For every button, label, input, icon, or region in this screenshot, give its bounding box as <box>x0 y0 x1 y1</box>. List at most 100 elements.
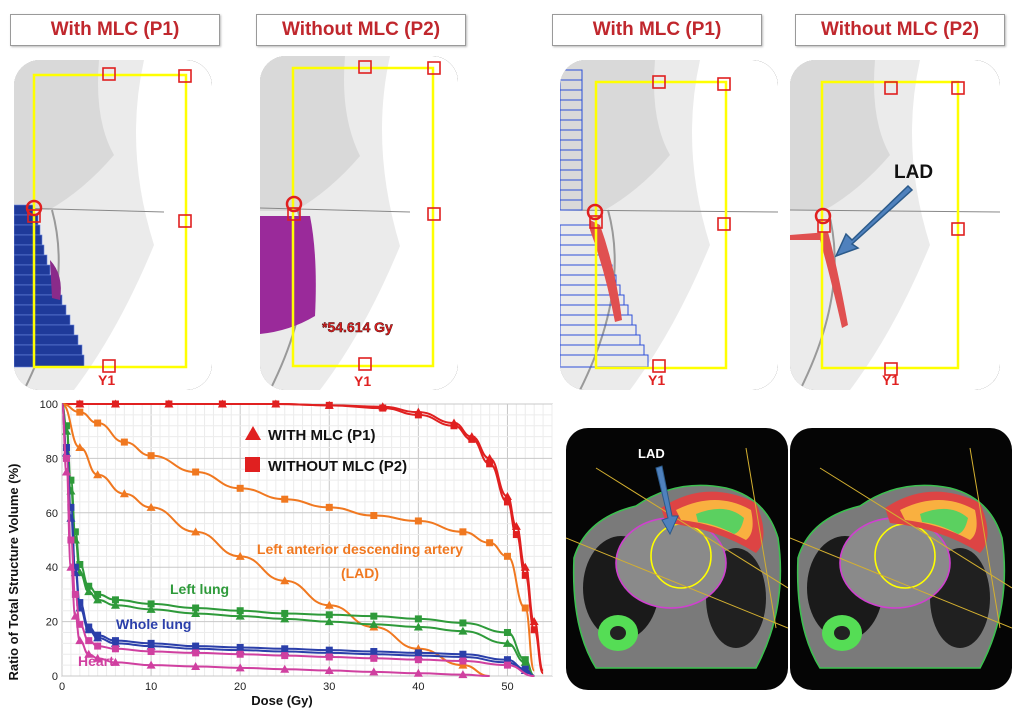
legend-label-p1: WITH MLC (P1) <box>268 427 375 444</box>
bev-image-p2-left: *54.614 Gy Y1 <box>260 56 458 390</box>
data-point-triangle <box>93 470 103 479</box>
data-point-square <box>192 649 200 657</box>
data-point-square <box>325 611 333 619</box>
label-without-mlc-p2-right: Without MLC (P2) <box>795 14 1005 46</box>
data-point-square <box>236 650 244 658</box>
data-point-square <box>94 642 102 650</box>
data-point-square <box>147 648 155 656</box>
legend-label-p2: WITHOUT MLC (P2) <box>268 458 407 475</box>
data-point-square <box>521 604 529 612</box>
jaw-label-y1: Y1 <box>648 372 665 388</box>
data-point-triangle <box>146 604 156 613</box>
x-tick-label: 40 <box>412 681 424 693</box>
data-point-triangle <box>324 617 334 626</box>
data-point-triangle <box>280 664 290 673</box>
x-tick-label: 50 <box>501 681 513 693</box>
data-point-triangle <box>191 608 201 617</box>
data-point-square <box>76 400 84 408</box>
data-point-triangle <box>458 626 468 635</box>
data-point-square <box>325 401 333 409</box>
x-tick-label: 0 <box>59 681 65 693</box>
data-point-triangle <box>413 668 423 677</box>
data-point-square <box>76 408 84 416</box>
data-point-square <box>459 528 467 536</box>
annotation-left-lung: Left lung <box>170 581 229 597</box>
data-point-square <box>414 615 422 623</box>
data-point-triangle <box>324 600 334 609</box>
bev-image-p1-right: Y1 <box>560 60 778 390</box>
data-point-square <box>459 650 467 658</box>
data-point-square <box>165 400 173 408</box>
annotation-lad: Left anterior descending artery <box>257 541 463 557</box>
annotation-lad-abbr: (LAD) <box>341 565 379 581</box>
data-point-square <box>370 612 378 620</box>
data-point-triangle <box>93 595 103 604</box>
chart-series <box>61 399 545 679</box>
data-point-square <box>85 637 93 645</box>
data-point-square <box>281 645 289 653</box>
data-point-square <box>62 422 70 430</box>
legend-marker-square <box>245 457 260 472</box>
data-point-triangle <box>280 614 290 623</box>
data-point-square <box>370 648 378 656</box>
data-point-square <box>486 539 494 547</box>
data-point-triangle <box>502 491 512 500</box>
data-point-square <box>325 646 333 654</box>
data-point-square <box>521 656 529 664</box>
jaw-label-y1: Y1 <box>354 373 371 389</box>
data-point-triangle <box>502 638 512 647</box>
data-point-square <box>111 637 119 645</box>
dose-readout: *54.614 Gy <box>322 319 393 335</box>
ct-slice-p2 <box>790 428 1012 690</box>
data-point-triangle <box>324 666 334 675</box>
series-line-lad-p2 <box>61 403 536 672</box>
data-point-square <box>85 582 93 590</box>
data-point-square <box>147 452 155 460</box>
x-tick-label: 30 <box>323 681 335 693</box>
data-point-square <box>94 419 102 427</box>
data-point-square <box>76 620 84 628</box>
data-point-square <box>85 623 93 631</box>
data-point-square <box>67 536 75 544</box>
bev-image-p2-right: LAD Y1 <box>790 60 1000 390</box>
ct-lad-label: LAD <box>638 446 665 461</box>
y-tick-label: 40 <box>46 562 58 574</box>
legend: WITH MLC (P1) WITHOUT MLC (P2) <box>245 426 407 475</box>
data-point-triangle <box>280 576 290 585</box>
data-point-square <box>414 649 422 657</box>
annotation-whole-lung: Whole lung <box>116 616 191 632</box>
series-line-heart-p1 <box>61 403 490 677</box>
data-point-triangle <box>235 663 245 672</box>
data-point-square <box>503 661 511 669</box>
data-point-square <box>530 626 538 634</box>
data-point-triangle <box>413 622 423 631</box>
x-axis-label: Dose (Gy) <box>251 693 312 708</box>
data-point-square <box>67 503 75 511</box>
data-point-square <box>94 631 102 639</box>
data-point-square <box>94 590 102 598</box>
data-point-square <box>62 454 70 462</box>
data-point-square <box>468 435 476 443</box>
data-point-square <box>370 654 378 662</box>
data-point-square <box>379 404 387 412</box>
lad-label: LAD <box>894 162 933 183</box>
data-point-square <box>325 503 333 511</box>
data-point-triangle <box>235 551 245 560</box>
data-point-square <box>147 639 155 647</box>
x-tick-label: 10 <box>145 681 157 693</box>
x-tick-label: 20 <box>234 681 246 693</box>
data-point-triangle <box>84 587 94 596</box>
y-tick-label: 100 <box>40 399 58 411</box>
legend-marker-triangle <box>245 426 261 440</box>
data-point-square <box>503 656 511 664</box>
jaw-label-y1: Y1 <box>882 372 899 388</box>
data-point-square <box>281 495 289 503</box>
data-point-square <box>325 653 333 661</box>
data-point-triangle <box>458 660 468 669</box>
data-point-triangle <box>369 667 379 676</box>
data-point-triangle <box>119 489 129 498</box>
data-point-square <box>111 596 119 604</box>
data-point-square <box>503 498 511 506</box>
data-point-square <box>71 528 79 536</box>
bev-image-p1-left: Y1 <box>14 60 212 390</box>
